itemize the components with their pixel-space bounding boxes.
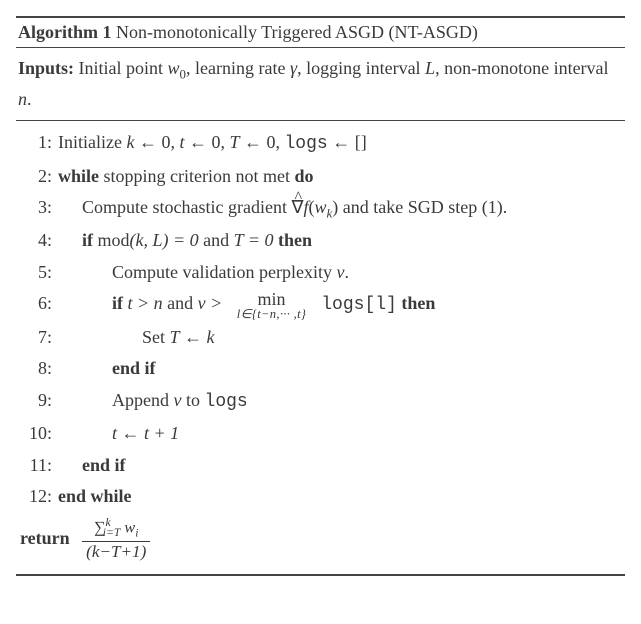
algo-line-12: 12: end while [18, 481, 623, 513]
l6-logs: logs [321, 295, 364, 315]
l2-cond: stopping criterion not met [99, 166, 294, 186]
l9-v: v [174, 390, 182, 410]
algorithm-label: Algorithm 1 [18, 22, 112, 42]
l9-a: Append [112, 390, 174, 410]
l4-Teq: T = 0 [234, 230, 278, 250]
algo-line-10: 10: t ← t + 1 [18, 418, 623, 450]
l1-T: T [229, 132, 239, 152]
l4-mod: mod [98, 230, 130, 250]
algo-line-7: 7: Set T ← k [18, 322, 623, 354]
return-numerator: ∑ki=T wi [82, 517, 150, 542]
l5-a: Compute validation perplexity [112, 262, 336, 282]
l10-expr: t + 1 [144, 423, 179, 443]
inputs-text-a: Initial point [74, 58, 168, 78]
l6-cond-b: v > [198, 293, 227, 313]
l1-ar1: ← 0, [134, 132, 179, 152]
algorithm-title-row: Algorithm 1 Non-monotonically Triggered … [16, 18, 625, 48]
algorithm-name: Non-monotonically Triggered ASGD (NT-ASG… [116, 22, 478, 42]
l3-hat-grad: ∇ [291, 192, 303, 224]
l4-and: and [199, 230, 234, 250]
algo-line-1: 1: Initialize k ← 0, t ← 0, T ← 0, logs … [18, 127, 623, 161]
line-number: 2: [18, 161, 52, 193]
return-label: return [20, 528, 70, 548]
l4-args: (k, L) = 0 [130, 230, 199, 250]
line-number: 4: [18, 225, 52, 257]
line-number: 7: [18, 322, 52, 354]
algorithm-block: Algorithm 1 Non-monotonically Triggered … [16, 16, 625, 576]
l3-a: Compute stochastic gradient [82, 197, 291, 217]
algo-line-9: 9: Append v to logs [18, 385, 623, 419]
algo-line-2: 2: while stopping criterion not met do [18, 161, 623, 193]
l8-endif: end if [112, 358, 156, 378]
line-number: 9: [18, 385, 52, 417]
l4-if: if [82, 230, 93, 250]
inputs-text-d: , non-monotone interval [435, 58, 608, 78]
inputs-gamma: γ [290, 58, 297, 78]
algo-line-11: 11: end if [18, 450, 623, 482]
l3-w: w [315, 197, 327, 217]
l4-then: then [278, 230, 312, 250]
line-number: 3: [18, 192, 52, 224]
l6-and: and [163, 293, 198, 313]
algorithm-body: 1: Initialize k ← 0, t ← 0, T ← 0, logs … [16, 121, 625, 574]
algo-line-4: 4: if mod(k, L) = 0 and T = 0 then [18, 225, 623, 257]
inputs-label: Inputs: [18, 58, 74, 78]
inputs-period: . [27, 89, 32, 109]
l6-min-stack: minl∈{t−n,··· ,t} [237, 290, 306, 321]
algo-line-8: 8: end if [18, 353, 623, 385]
l9-b: to [182, 390, 205, 410]
l7-a: Set [142, 327, 170, 347]
return-denominator: (k−T+1) [82, 542, 150, 562]
l6-cond-a: t > n [128, 293, 163, 313]
line-number: 11: [18, 450, 52, 482]
l1-logs: logs [285, 134, 328, 154]
return-row: return ∑ki=T wi (k−T+1) [18, 513, 623, 572]
l1-ar2: ← 0, [184, 132, 229, 152]
l1-ar3: ← 0, [240, 132, 285, 152]
inputs-L: L [425, 58, 435, 78]
line-number: 6: [18, 288, 52, 320]
line-number: 1: [18, 127, 52, 159]
l11-endif: end if [82, 455, 126, 475]
l1-a: Initialize [58, 132, 126, 152]
l1-ar4: ← [] [328, 132, 367, 152]
l3-b: and take SGD step (1). [338, 197, 507, 217]
line-number: 8: [18, 353, 52, 385]
algo-line-6: 6: if t > n and v > minl∈{t−n,··· ,t} lo… [18, 288, 623, 322]
l7-k: k [207, 327, 215, 347]
l10-arrow: ← [117, 423, 144, 443]
return-fraction: ∑ki=T wi (k−T+1) [82, 517, 150, 562]
inputs-text-c: , logging interval [297, 58, 425, 78]
line-number: 5: [18, 257, 52, 289]
l9-logs: logs [205, 392, 248, 412]
inputs-w: w [168, 58, 180, 78]
line-number: 12: [18, 481, 52, 513]
line-number: 10: [18, 418, 52, 450]
algo-line-3: 3: Compute stochastic gradient ∇f(wk) an… [18, 192, 623, 225]
num-w: w [120, 518, 135, 536]
algo-line-5: 5: Compute validation perplexity v. [18, 257, 623, 289]
l6-min-sub: l∈{t−n,··· ,t} [237, 308, 306, 321]
num-i: i [135, 526, 138, 539]
l7-arrow: ← [180, 327, 207, 347]
l12-endwhile: end while [58, 486, 132, 506]
sigma-sub: i=T [103, 526, 121, 539]
inputs-n: n [18, 89, 27, 109]
l7-T: T [170, 327, 180, 347]
inputs-text-b: , learning rate [186, 58, 290, 78]
l2-while: while [58, 166, 99, 186]
inputs-row: Inputs: Initial point w0, learning rate … [16, 48, 625, 121]
l6-idx: [l] [364, 295, 396, 315]
l6-if: if [112, 293, 123, 313]
l6-min: min [237, 290, 306, 308]
l5-dot: . [344, 262, 349, 282]
l6-then: then [401, 293, 435, 313]
